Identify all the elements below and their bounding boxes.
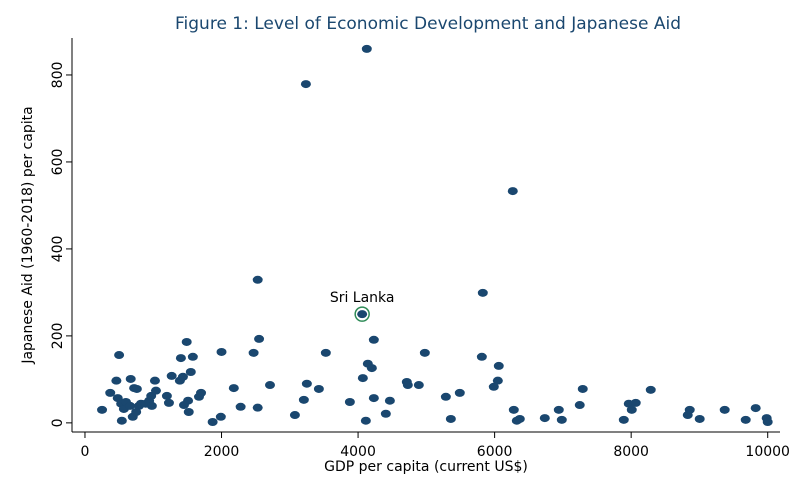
point <box>402 381 413 390</box>
point <box>574 401 585 410</box>
annotation-label: Sri Lanka <box>330 290 395 306</box>
point <box>556 415 567 424</box>
point <box>289 411 300 420</box>
point <box>216 347 227 356</box>
point <box>419 348 430 357</box>
point <box>181 337 192 346</box>
point <box>476 352 487 361</box>
y-tick-label: 600 <box>50 149 66 176</box>
point <box>508 405 519 414</box>
point <box>252 275 263 284</box>
point <box>719 405 730 414</box>
point <box>539 414 550 423</box>
point <box>507 187 518 196</box>
point <box>553 405 564 414</box>
point <box>235 402 246 411</box>
y-tick-label: 200 <box>50 323 66 350</box>
point <box>97 405 108 414</box>
point <box>161 391 172 400</box>
point <box>185 367 196 376</box>
point <box>149 376 160 385</box>
point <box>366 364 377 373</box>
point <box>694 414 705 423</box>
point <box>514 414 525 423</box>
point <box>440 392 451 401</box>
point <box>740 415 751 424</box>
point <box>146 401 157 410</box>
point <box>684 405 695 414</box>
point <box>177 372 188 381</box>
point <box>344 397 355 406</box>
point <box>116 416 127 425</box>
point <box>618 415 629 424</box>
y-tick-label: 800 <box>50 62 66 89</box>
point <box>413 381 424 390</box>
point <box>252 403 263 412</box>
point <box>163 398 174 407</box>
x-tick-label: 2000 <box>204 444 240 460</box>
point <box>368 394 379 403</box>
point <box>750 404 761 413</box>
point <box>166 371 177 380</box>
point <box>360 416 371 425</box>
point <box>357 374 368 383</box>
point <box>368 335 379 344</box>
point <box>454 388 465 397</box>
point <box>762 417 773 426</box>
point <box>630 398 641 407</box>
point <box>577 384 588 393</box>
point <box>357 310 368 319</box>
point <box>183 396 194 405</box>
x-tick-label: 6000 <box>477 444 513 460</box>
y-tick-label: 0 <box>50 418 66 427</box>
point <box>488 382 499 391</box>
point <box>183 407 194 416</box>
point <box>320 348 331 357</box>
point <box>228 384 239 393</box>
point <box>215 412 226 421</box>
point <box>300 80 311 89</box>
point <box>384 396 395 405</box>
point <box>645 385 656 394</box>
point <box>298 395 309 404</box>
point <box>254 334 265 343</box>
point <box>445 414 456 423</box>
point <box>105 388 116 397</box>
point <box>248 348 259 357</box>
x-tick-label: 8000 <box>613 444 649 460</box>
point <box>492 376 503 385</box>
point <box>114 351 125 360</box>
point <box>313 384 324 393</box>
point <box>301 379 312 388</box>
point <box>207 417 218 426</box>
x-axis-title: GDP per capita (current US$) <box>324 459 528 475</box>
point <box>196 388 207 397</box>
point <box>380 409 391 418</box>
y-tick-label: 400 <box>50 236 66 263</box>
point <box>626 405 637 414</box>
point <box>125 401 136 410</box>
point <box>131 384 142 393</box>
point <box>264 381 275 390</box>
chart-title: Figure 1: Level of Economic Development … <box>175 14 681 34</box>
x-tick-label: 4000 <box>340 444 376 460</box>
point <box>477 288 488 297</box>
point <box>131 407 142 416</box>
point <box>150 386 161 395</box>
point <box>187 352 198 361</box>
x-tick-label: 10000 <box>745 444 790 460</box>
point <box>125 374 136 383</box>
annotation-ring <box>354 306 370 322</box>
x-tick-label: 0 <box>81 444 90 460</box>
point <box>493 361 504 370</box>
point <box>361 44 372 53</box>
point <box>111 376 122 385</box>
point <box>175 354 186 363</box>
y-axis-title: Japanese Aid (1960-2018) per capita <box>20 106 36 364</box>
